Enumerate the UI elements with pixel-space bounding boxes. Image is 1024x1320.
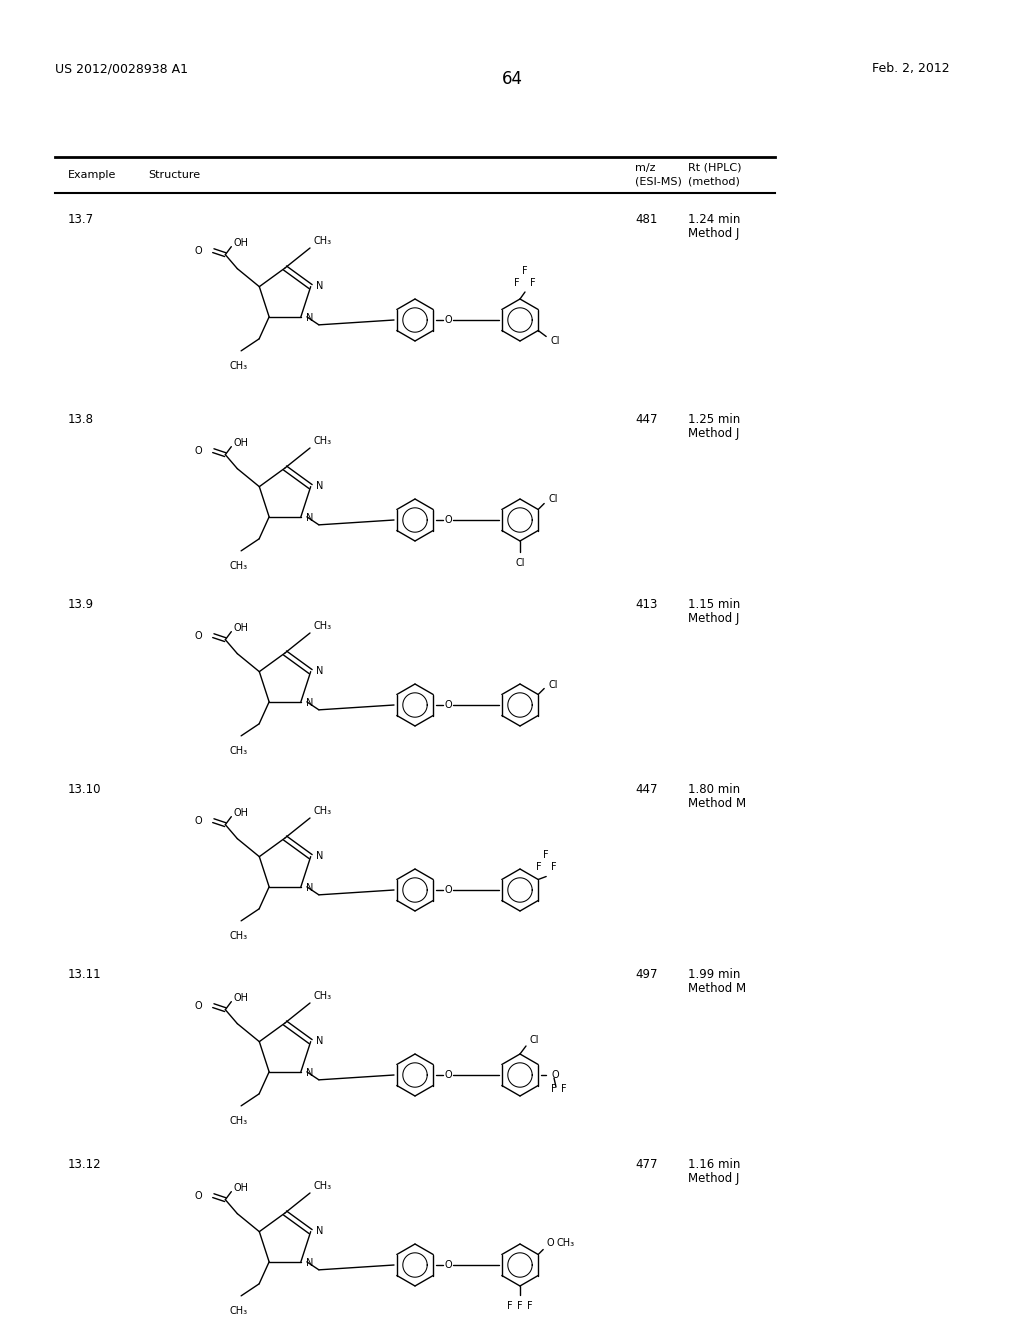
Text: CH₃: CH₃ bbox=[313, 436, 331, 446]
Text: O: O bbox=[444, 884, 452, 895]
Text: 447: 447 bbox=[635, 413, 657, 426]
Text: OH: OH bbox=[233, 1183, 249, 1193]
Text: N: N bbox=[306, 1258, 313, 1267]
Text: F: F bbox=[551, 1084, 557, 1094]
Text: Feb. 2, 2012: Feb. 2, 2012 bbox=[872, 62, 949, 75]
Text: O: O bbox=[444, 1071, 452, 1080]
Text: N: N bbox=[306, 1068, 313, 1078]
Text: CH₃: CH₃ bbox=[556, 1238, 574, 1247]
Text: N: N bbox=[315, 850, 323, 861]
Text: O: O bbox=[444, 1261, 452, 1270]
Text: 497: 497 bbox=[635, 968, 657, 981]
Text: 13.7: 13.7 bbox=[68, 213, 94, 226]
Text: F: F bbox=[514, 279, 520, 288]
Text: 477: 477 bbox=[635, 1158, 657, 1171]
Text: O: O bbox=[444, 700, 452, 710]
Text: CH₃: CH₃ bbox=[313, 807, 331, 816]
Text: 13.10: 13.10 bbox=[68, 783, 101, 796]
Text: Cl: Cl bbox=[550, 335, 560, 346]
Text: F: F bbox=[527, 1302, 532, 1311]
Text: Method M: Method M bbox=[688, 982, 746, 995]
Text: OH: OH bbox=[233, 993, 249, 1003]
Text: CH₃: CH₃ bbox=[229, 360, 247, 371]
Text: F: F bbox=[522, 267, 527, 276]
Text: N: N bbox=[315, 480, 323, 491]
Text: O: O bbox=[444, 515, 452, 525]
Text: OH: OH bbox=[233, 238, 249, 248]
Text: O: O bbox=[195, 631, 203, 640]
Text: CH₃: CH₃ bbox=[229, 931, 247, 941]
Text: O: O bbox=[195, 1191, 203, 1201]
Text: Method M: Method M bbox=[688, 797, 746, 810]
Text: N: N bbox=[315, 281, 323, 290]
Text: O: O bbox=[195, 246, 203, 256]
Text: F: F bbox=[561, 1084, 566, 1094]
Text: CH₃: CH₃ bbox=[229, 561, 247, 570]
Text: OH: OH bbox=[233, 808, 249, 817]
Text: Method J: Method J bbox=[688, 612, 739, 624]
Text: N: N bbox=[315, 1226, 323, 1236]
Text: F: F bbox=[507, 1302, 513, 1311]
Text: 13.12: 13.12 bbox=[68, 1158, 101, 1171]
Text: N: N bbox=[306, 313, 313, 323]
Text: CH₃: CH₃ bbox=[229, 1305, 247, 1316]
Text: (method): (method) bbox=[688, 176, 740, 186]
Text: N: N bbox=[306, 698, 313, 708]
Text: 13.11: 13.11 bbox=[68, 968, 101, 981]
Text: F: F bbox=[544, 850, 549, 861]
Text: 1.16 min: 1.16 min bbox=[688, 1158, 740, 1171]
Text: Example: Example bbox=[68, 170, 117, 180]
Text: O: O bbox=[444, 315, 452, 325]
Text: Structure: Structure bbox=[148, 170, 200, 180]
Text: m/z: m/z bbox=[635, 162, 655, 173]
Text: O: O bbox=[546, 1238, 554, 1247]
Text: F: F bbox=[536, 862, 542, 873]
Text: N: N bbox=[315, 1036, 323, 1045]
Text: 1.25 min: 1.25 min bbox=[688, 413, 740, 426]
Text: O: O bbox=[195, 446, 203, 455]
Text: CH₃: CH₃ bbox=[229, 746, 247, 756]
Text: (ESI-MS): (ESI-MS) bbox=[635, 176, 682, 186]
Text: CH₃: CH₃ bbox=[313, 1181, 331, 1191]
Text: 1.24 min: 1.24 min bbox=[688, 213, 740, 226]
Text: 13.8: 13.8 bbox=[68, 413, 94, 426]
Text: Cl: Cl bbox=[530, 1035, 540, 1045]
Text: US 2012/0028938 A1: US 2012/0028938 A1 bbox=[55, 62, 188, 75]
Text: F: F bbox=[551, 862, 557, 873]
Text: 64: 64 bbox=[502, 70, 522, 88]
Text: CH₃: CH₃ bbox=[313, 620, 331, 631]
Text: 1.99 min: 1.99 min bbox=[688, 968, 740, 981]
Text: CH₃: CH₃ bbox=[313, 236, 331, 246]
Text: O: O bbox=[195, 816, 203, 825]
Text: CH₃: CH₃ bbox=[229, 1115, 247, 1126]
Text: 481: 481 bbox=[635, 213, 657, 226]
Text: Rt (HPLC): Rt (HPLC) bbox=[688, 162, 741, 173]
Text: 1.80 min: 1.80 min bbox=[688, 783, 740, 796]
Text: F: F bbox=[517, 1302, 523, 1311]
Text: Cl: Cl bbox=[548, 495, 558, 504]
Text: Method J: Method J bbox=[688, 1172, 739, 1185]
Text: O: O bbox=[195, 1001, 203, 1011]
Text: 13.9: 13.9 bbox=[68, 598, 94, 611]
Text: N: N bbox=[306, 513, 313, 523]
Text: O: O bbox=[551, 1071, 559, 1080]
Text: Method J: Method J bbox=[688, 227, 739, 240]
Text: 1.15 min: 1.15 min bbox=[688, 598, 740, 611]
Text: CH₃: CH₃ bbox=[313, 991, 331, 1001]
Text: Cl: Cl bbox=[515, 558, 524, 568]
Text: N: N bbox=[315, 665, 323, 676]
Text: N: N bbox=[306, 883, 313, 892]
Text: F: F bbox=[530, 279, 536, 288]
Text: OH: OH bbox=[233, 438, 249, 447]
Text: 447: 447 bbox=[635, 783, 657, 796]
Text: OH: OH bbox=[233, 623, 249, 632]
Text: Cl: Cl bbox=[548, 680, 558, 689]
Text: 413: 413 bbox=[635, 598, 657, 611]
Text: Method J: Method J bbox=[688, 426, 739, 440]
